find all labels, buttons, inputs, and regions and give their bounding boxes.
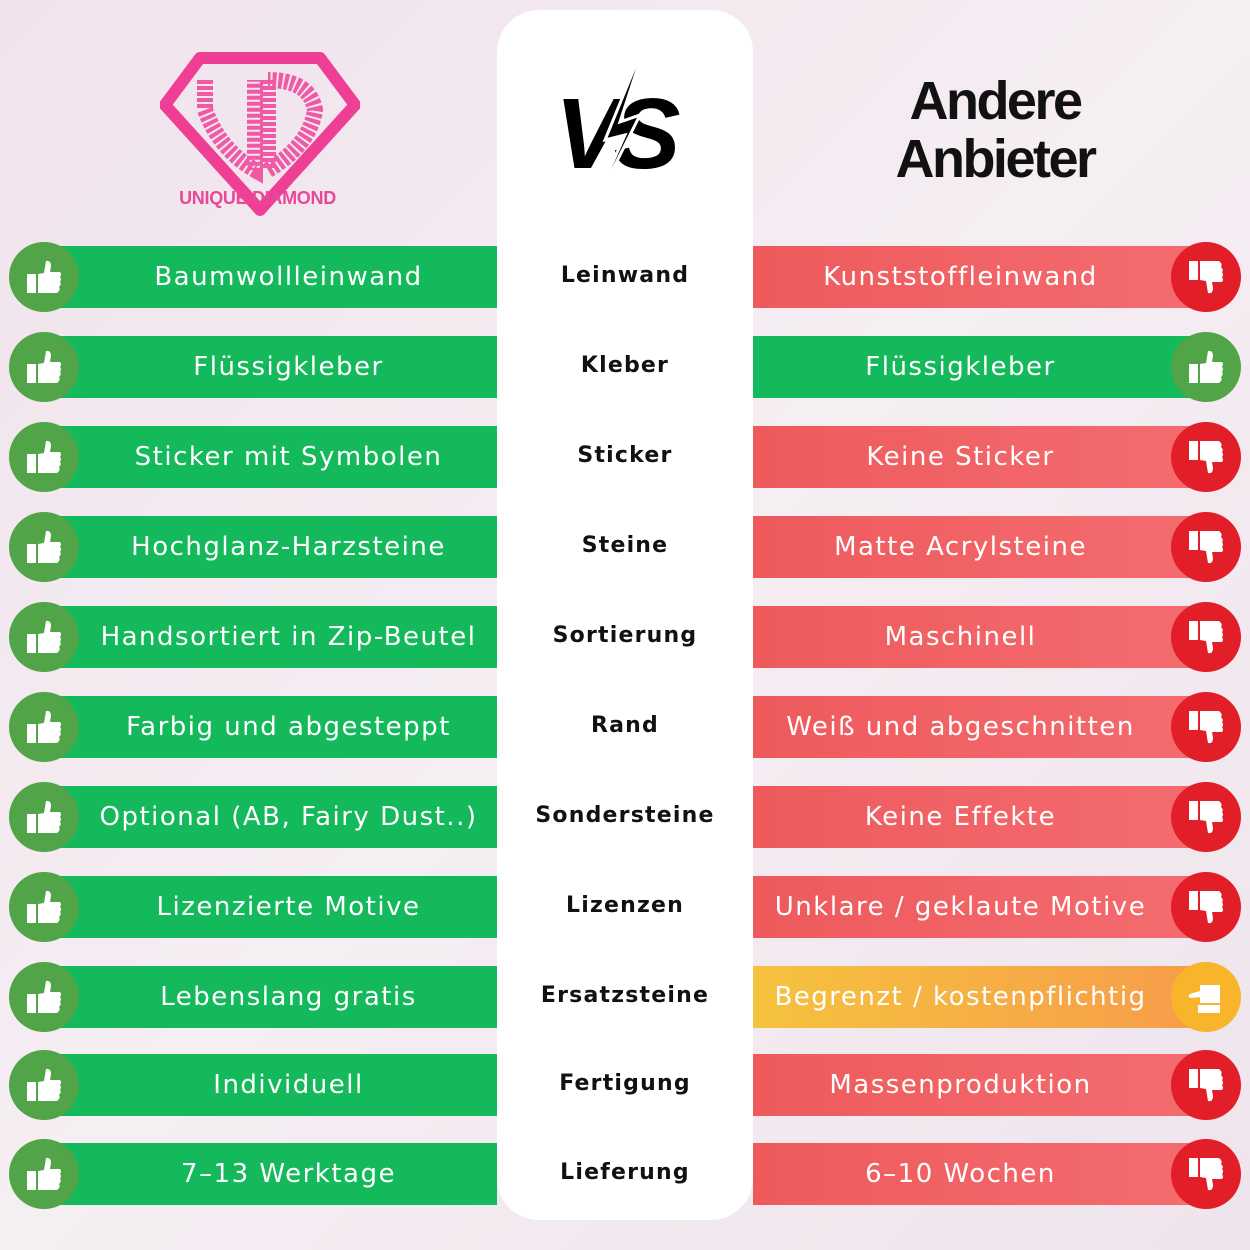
thumbs-sideways-icon bbox=[1171, 962, 1241, 1032]
thumbs-down-icon bbox=[1171, 422, 1241, 492]
thumbs-up-icon bbox=[9, 512, 79, 582]
category-label: Rand bbox=[591, 713, 659, 738]
thumbs-down-icon bbox=[1171, 242, 1241, 312]
thumbs-up-icon bbox=[9, 1139, 79, 1209]
thumbs-up-icon bbox=[9, 782, 79, 852]
thumbs-up-icon bbox=[9, 872, 79, 942]
brand-name: UNIQUE DIAMOND bbox=[179, 188, 336, 208]
competitor-feature: 6–10 Wochen bbox=[753, 1143, 1208, 1205]
our-feature: Farbig und abgesteppt bbox=[40, 696, 497, 758]
category-label: Lizenzen bbox=[566, 893, 684, 918]
competitor-feature: Weiß und abgeschnitten bbox=[753, 696, 1208, 758]
our-feature: 7–13 Werktage bbox=[40, 1143, 497, 1205]
competitor-feature: Keine Sticker bbox=[753, 426, 1208, 488]
category-label: Sortierung bbox=[552, 623, 698, 648]
our-feature: Sticker mit Symbolen bbox=[40, 426, 497, 488]
competitor-feature: Massenproduktion bbox=[753, 1054, 1208, 1116]
competitor-feature: Keine Effekte bbox=[753, 786, 1208, 848]
thumbs-up-icon bbox=[9, 242, 79, 312]
competitor-feature: Unklare / geklaute Motive bbox=[753, 876, 1208, 938]
center-panel bbox=[497, 10, 753, 1220]
thumbs-up-icon bbox=[9, 962, 79, 1032]
thumbs-up-icon bbox=[9, 332, 79, 402]
our-feature: Individuell bbox=[40, 1054, 497, 1116]
unique-diamond-logo bbox=[160, 52, 360, 216]
competitor-feature: Flüssigkleber bbox=[753, 336, 1208, 398]
category-label: Ersatzsteine bbox=[540, 983, 710, 1008]
our-feature: Hochglanz-Harzsteine bbox=[40, 516, 497, 578]
our-feature: Flüssigkleber bbox=[40, 336, 497, 398]
thumbs-down-icon bbox=[1171, 602, 1241, 672]
category-label: Sondersteine bbox=[535, 803, 715, 828]
category-label: Sticker bbox=[577, 443, 673, 468]
thumbs-up-icon bbox=[9, 422, 79, 492]
our-feature: Lizenzierte Motive bbox=[40, 876, 497, 938]
competitor-feature: Matte Acrylsteine bbox=[753, 516, 1208, 578]
thumbs-down-icon bbox=[1171, 1139, 1241, 1209]
competitor-title: Andere Anbieter bbox=[895, 71, 1097, 189]
thumbs-down-icon bbox=[1171, 692, 1241, 762]
our-feature: Optional (AB, Fairy Dust..) bbox=[40, 786, 497, 848]
category-label: Fertigung bbox=[559, 1071, 691, 1096]
our-feature: Handsortiert in Zip-Beutel bbox=[40, 606, 497, 668]
thumbs-down-icon bbox=[1171, 1050, 1241, 1120]
category-label: Kleber bbox=[580, 353, 670, 378]
thumbs-down-icon bbox=[1171, 872, 1241, 942]
thumbs-up-icon bbox=[9, 692, 79, 762]
category-label: Leinwand bbox=[560, 263, 690, 288]
thumbs-up-icon bbox=[9, 1050, 79, 1120]
competitor-feature: Begrenzt / kostenpflichtig bbox=[753, 966, 1208, 1028]
category-label: Steine bbox=[581, 533, 669, 558]
vs-graphic: VS bbox=[555, 30, 688, 235]
thumbs-down-icon bbox=[1171, 782, 1241, 852]
our-feature: Lebenslang gratis bbox=[40, 966, 497, 1028]
category-label: Lieferung bbox=[560, 1160, 690, 1185]
thumbs-up-icon bbox=[1171, 332, 1241, 402]
competitor-feature: Maschinell bbox=[753, 606, 1208, 668]
our-feature: Baumwollleinwand bbox=[40, 246, 497, 308]
thumbs-up-icon bbox=[9, 602, 79, 672]
thumbs-down-icon bbox=[1171, 512, 1241, 582]
competitor-feature: Kunststoffleinwand bbox=[753, 246, 1208, 308]
